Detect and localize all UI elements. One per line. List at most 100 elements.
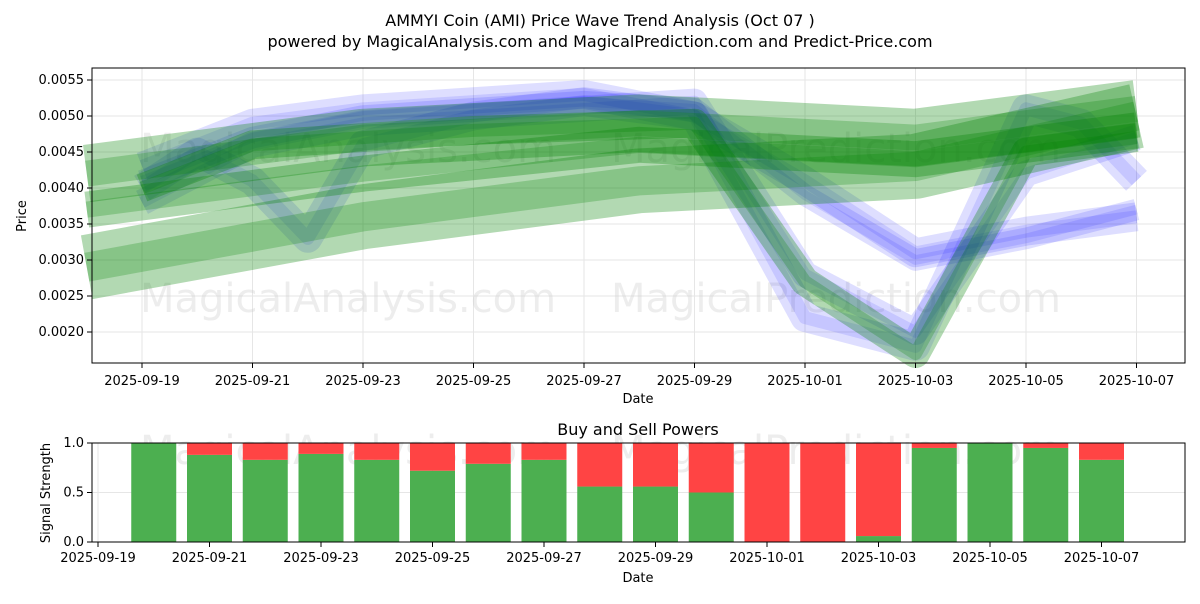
powers-y-tick-label: 0.0 <box>63 535 84 550</box>
sell-bar <box>1023 443 1069 448</box>
buy-bar <box>187 454 232 542</box>
wave-band-blue <box>138 90 1140 271</box>
buy-bar <box>633 486 678 542</box>
powers-x-tick-label: 2025-09-23 <box>283 551 359 566</box>
sell-bar <box>465 443 511 464</box>
price-x-tick-label: 2025-10-07 <box>1099 374 1175 389</box>
price-y-axis-label: Price <box>15 200 30 232</box>
powers-x-tick-label: 2025-10-03 <box>841 551 917 566</box>
price-wave-bands <box>80 80 1147 369</box>
watermark-text: MagicalPrediction.com <box>611 126 1061 172</box>
price-x-tick-label: 2025-09-29 <box>657 374 733 389</box>
price-x-ticks: 2025-09-19 2025-09-21 2025-09-23 2025-09-25… <box>104 363 1174 389</box>
buy-bar <box>242 459 288 542</box>
powers-title: Buy and Sell Powers <box>557 420 719 439</box>
sell-bar <box>187 443 232 455</box>
powers-y-tick-label: 1.0 <box>63 436 84 451</box>
sell-bar <box>856 443 901 537</box>
sell-bar <box>298 443 344 454</box>
sell-bar <box>242 443 288 460</box>
price-x-axis-label: Date <box>622 392 653 407</box>
sell-bar <box>800 443 846 542</box>
powers-bars <box>131 443 1124 542</box>
wave-band-core-blue <box>139 87 1138 260</box>
buy-bar <box>131 443 177 542</box>
price-x-tick-label: 2025-09-19 <box>104 374 180 389</box>
sell-bar <box>1079 443 1124 460</box>
powers-x-tick-label: 2025-09-19 <box>60 551 136 566</box>
price-x-tick-label: 2025-10-05 <box>988 374 1064 389</box>
price-watermarks: MagicalAnalysis.com MagicalPrediction.co… <box>140 126 1061 322</box>
buy-bar <box>1023 447 1069 542</box>
sell-bar <box>521 443 567 460</box>
price-x-tick-label: 2025-09-25 <box>436 374 512 389</box>
powers-x-tick-label: 2025-09-25 <box>395 551 471 566</box>
price-y-tick-label: 0.0030 <box>39 253 85 268</box>
wave-band-core-green <box>85 122 1138 218</box>
powers-x-tick-label: 2025-10-05 <box>952 551 1028 566</box>
chart-title: AMMYI Coin (AMI) Price Wave Trend Analys… <box>385 11 814 30</box>
buy-bar <box>856 536 901 542</box>
wave-band-green <box>84 112 1139 228</box>
wave-band-blue <box>136 80 1139 268</box>
buy-bar <box>465 463 511 542</box>
watermark-text: MagicalAnalysis.com <box>140 276 556 322</box>
price-y-tick-label: 0.0035 <box>39 217 85 232</box>
wave-band-blue <box>136 88 1141 345</box>
powers-x-tick-label: 2025-09-27 <box>506 551 582 566</box>
powers-x-axis-label: Date <box>622 571 653 586</box>
wave-band-blue <box>134 87 1147 361</box>
price-plot-frame <box>91 67 1186 364</box>
watermark-text: MagicalPrediction.com <box>611 276 1061 322</box>
powers-x-tick-label: 2025-10-07 <box>1064 551 1140 566</box>
chart-subtitle: powered by MagicalAnalysis.com and Magic… <box>267 32 932 51</box>
powers-x-tick-label: 2025-09-29 <box>618 551 694 566</box>
wave-band-core-green <box>85 95 1139 187</box>
sell-bar <box>688 443 734 493</box>
price-x-tick-label: 2025-10-03 <box>878 374 954 389</box>
wave-band-green <box>80 84 1144 300</box>
powers-y-axis-label: Signal Strength <box>39 443 54 543</box>
sell-bar <box>577 443 623 487</box>
buy-bar <box>521 459 567 542</box>
powers-x-tick-label: 2025-10-01 <box>729 551 805 566</box>
wave-band-green <box>136 108 1139 369</box>
wave-band-core-green <box>139 116 1138 361</box>
price-y-tick-label: 0.0025 <box>39 289 85 304</box>
buy-bar <box>967 443 1013 542</box>
price-y-tick-label: 0.0055 <box>39 73 85 88</box>
buy-bar <box>298 453 344 542</box>
price-y-tick-label: 0.0040 <box>39 181 85 196</box>
buy-bar <box>354 459 400 542</box>
powers-x-tick-label: 2025-09-21 <box>172 551 248 566</box>
wave-band-green <box>83 80 1141 203</box>
buy-bar <box>410 470 455 542</box>
powers-x-ticks: 2025-09-19 2025-09-21 2025-09-23 2025-09-25… <box>60 542 1139 566</box>
watermark-text: MagicalAnalysis.com <box>140 126 556 172</box>
sell-bar <box>354 443 400 460</box>
sell-bar <box>744 443 790 542</box>
price-x-tick-label: 2025-09-27 <box>546 374 622 389</box>
price-x-tick-label: 2025-09-21 <box>215 374 291 389</box>
sell-bar <box>633 443 678 487</box>
buy-bar <box>577 486 623 542</box>
wave-band-core-blue <box>139 95 1139 338</box>
powers-y-tick-label: 0.5 <box>63 486 84 501</box>
wave-band-core-blue <box>140 96 1138 265</box>
buy-bar <box>1079 459 1124 542</box>
buy-bar <box>911 447 957 542</box>
price-y-tick-label: 0.0020 <box>39 325 85 340</box>
powers-y-ticks: 0.0 0.5 1.0 <box>63 436 92 550</box>
price-y-tick-label: 0.0050 <box>39 109 85 124</box>
price-y-ticks: 0.0020 0.0025 0.0030 0.0035 0.0040 0.0045 0.00… <box>39 73 92 340</box>
wave-band-core-green <box>84 101 1140 282</box>
buy-bar <box>688 492 734 542</box>
price-y-tick-label: 0.0045 <box>39 145 85 160</box>
sell-bar <box>911 443 957 448</box>
price-x-tick-label: 2025-10-01 <box>767 374 843 389</box>
price-x-tick-label: 2025-09-23 <box>325 374 401 389</box>
wave-band-core-blue <box>138 95 1142 353</box>
sell-bar <box>410 443 455 471</box>
